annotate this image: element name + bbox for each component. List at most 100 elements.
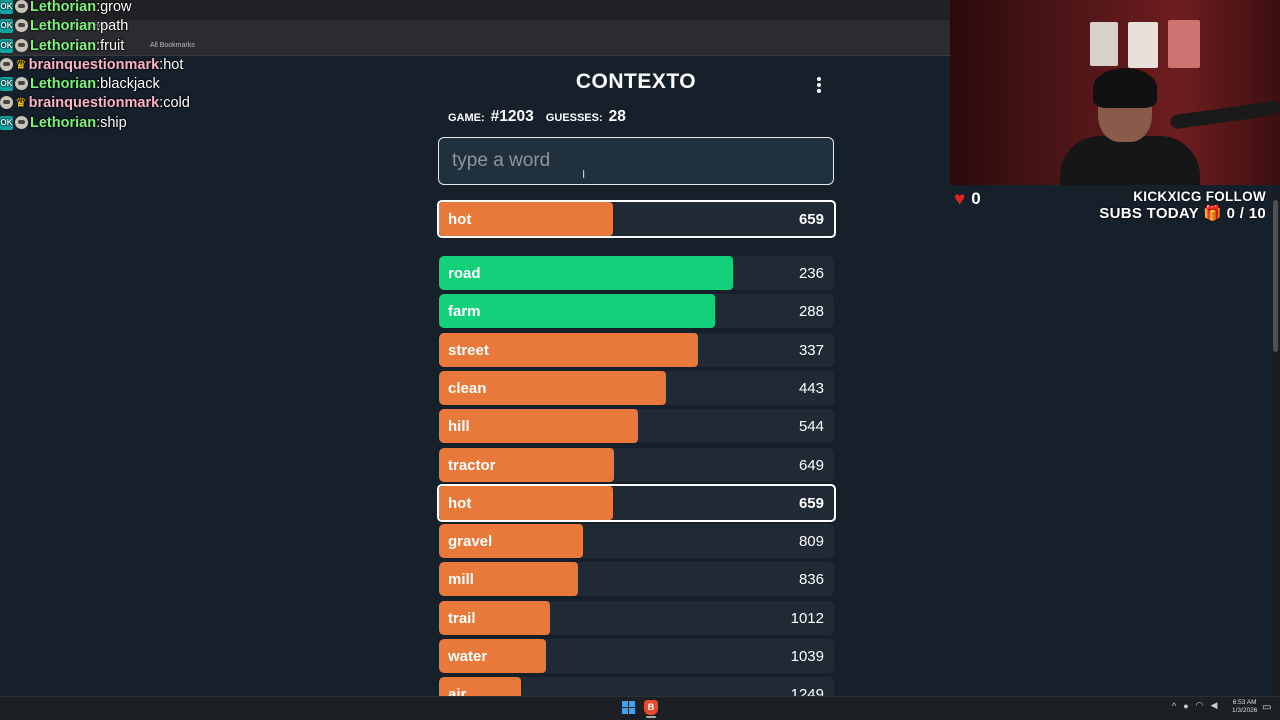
chat-separator: : — [159, 56, 164, 73]
distance-bar — [439, 371, 666, 405]
bookmarks-folder[interactable]: All Bookmarks — [150, 42, 195, 49]
brave-browser-icon[interactable]: B — [644, 700, 658, 715]
chat-text: path — [100, 17, 129, 34]
wall-frame — [1090, 22, 1118, 66]
distance-bar — [439, 256, 733, 290]
avatar-icon — [15, 116, 28, 129]
chat-message: OK Lethorian: ship — [0, 113, 127, 132]
crown-icon: ♛ — [15, 94, 27, 110]
guesses-count: 28 — [608, 108, 626, 125]
guess-word: clean — [448, 379, 487, 397]
distance-bar — [439, 333, 698, 367]
browser-address-bar[interactable] — [0, 20, 950, 38]
goal-line1: KICKXICG FOLLOW — [1133, 189, 1266, 204]
goal-prefix: SUBS TODAY — [1099, 205, 1199, 222]
guess-distance: 288 — [798, 302, 824, 320]
chat-separator: : — [96, 75, 101, 92]
chat-text: grow — [100, 0, 132, 15]
guess-word: gravel — [448, 532, 493, 550]
word-input[interactable] — [438, 137, 834, 185]
guess-word: hill — [448, 417, 470, 435]
guess-word: trail — [448, 609, 476, 627]
guess-row: farm 288 — [439, 294, 834, 328]
guess-distance: 544 — [798, 417, 824, 435]
avatar-icon — [0, 96, 13, 109]
hearts-counter: ♥ 0 — [954, 189, 981, 209]
streamer-body — [1060, 136, 1200, 185]
scrollbar-thumb[interactable] — [1273, 200, 1278, 352]
guesses-label: GUESSES: — [545, 112, 603, 124]
volume-icon[interactable]: ◀ — [1210, 700, 1218, 710]
distance-bar — [439, 294, 715, 328]
notification-icon[interactable]: ▭ — [1262, 702, 1272, 713]
chat-separator: : — [96, 37, 101, 54]
guess-row: hot 659 — [437, 484, 836, 522]
browser-url[interactable]: contexto.me/en/ — [66, 23, 116, 30]
text-cursor-icon: I — [582, 168, 586, 181]
distance-bar — [439, 409, 638, 443]
distance-bar — [439, 524, 583, 558]
chat-message: ♛ brainquestionmark: cold — [0, 93, 190, 112]
more-menu-icon[interactable] — [812, 74, 826, 96]
guess-distance: 836 — [798, 570, 824, 588]
distance-bar — [439, 601, 550, 635]
game-info: GAME: #1203 GUESSES: 28 — [448, 108, 632, 126]
scrollbar-track[interactable] — [1271, 188, 1280, 696]
guess-distance: 809 — [798, 532, 824, 550]
guess-row: clean 443 — [439, 371, 834, 405]
chat-separator: : — [96, 114, 101, 131]
browser-tab-bar — [0, 0, 950, 20]
sub-badge-icon: OK — [0, 38, 13, 53]
chat-separator: : — [96, 0, 101, 15]
guess-word: water — [448, 647, 488, 665]
system-tray[interactable]: ^ ● ◠ ◀ — [1172, 700, 1217, 711]
wall-frame — [1128, 22, 1158, 68]
chat-username: brainquestionmark — [28, 94, 160, 111]
chat-message: OK Lethorian: fruit — [0, 36, 124, 55]
avatar-icon — [15, 39, 28, 52]
microphone-arm — [1169, 100, 1280, 130]
guess-distance: 236 — [798, 264, 824, 282]
streamer-hair — [1093, 68, 1157, 108]
guess-row: road 236 — [439, 256, 834, 290]
guess-row: tractor 649 — [439, 448, 834, 482]
guess-distance: 1012 — [790, 609, 824, 627]
sub-badge-icon: OK — [0, 115, 13, 130]
microphone-icon[interactable]: ● — [1183, 700, 1189, 711]
chat-username: Lethorian — [30, 0, 97, 15]
clock-time: 6:53 AM — [1232, 699, 1257, 706]
guess-word: road — [448, 264, 481, 282]
taskbar-clock[interactable]: 6:53 AM 1/3/2026 — [1232, 699, 1257, 715]
wifi-icon[interactable]: ◠ — [1195, 700, 1204, 710]
guess-distance: 649 — [798, 456, 824, 474]
chat-message: OK Lethorian: path — [0, 16, 128, 35]
last-guess-row: hot 659 — [437, 200, 836, 238]
chat-text: fruit — [100, 37, 125, 54]
guess-word: farm — [448, 302, 481, 320]
chat-message: OK Lethorian: grow — [0, 0, 132, 16]
sub-badge-icon: OK — [0, 18, 13, 33]
guess-word: street — [448, 341, 489, 359]
guess-distance: 337 — [798, 341, 824, 359]
chat-text: ship — [100, 114, 127, 131]
heart-icon: ♥ — [954, 188, 966, 210]
avatar-icon — [15, 19, 28, 32]
wall-frame — [1168, 20, 1200, 68]
distance-bar — [439, 562, 578, 596]
avatar-icon — [15, 77, 28, 90]
chat-separator: : — [96, 17, 101, 34]
avatar-icon — [0, 58, 13, 71]
guess-row: street 337 — [439, 333, 834, 367]
sub-badge-icon: OK — [0, 76, 13, 91]
chat-text: hot — [163, 56, 184, 73]
subs-goal: KICKXICG FOLLOW SUBS TODAY 🎁 0 / 10 — [1099, 188, 1266, 222]
goal-line2: SUBS TODAY 🎁 0 / 10 — [1099, 205, 1266, 222]
guess-distance: 443 — [798, 379, 824, 397]
guess-word: tractor — [448, 456, 496, 474]
chevron-up-icon[interactable]: ^ — [1172, 700, 1177, 711]
hearts-count: 0 — [971, 189, 981, 208]
guess-word: hot — [448, 494, 472, 512]
windows-start-icon[interactable] — [622, 701, 635, 714]
chat-separator: : — [159, 94, 164, 111]
gift-icon: 🎁 — [1203, 205, 1223, 222]
